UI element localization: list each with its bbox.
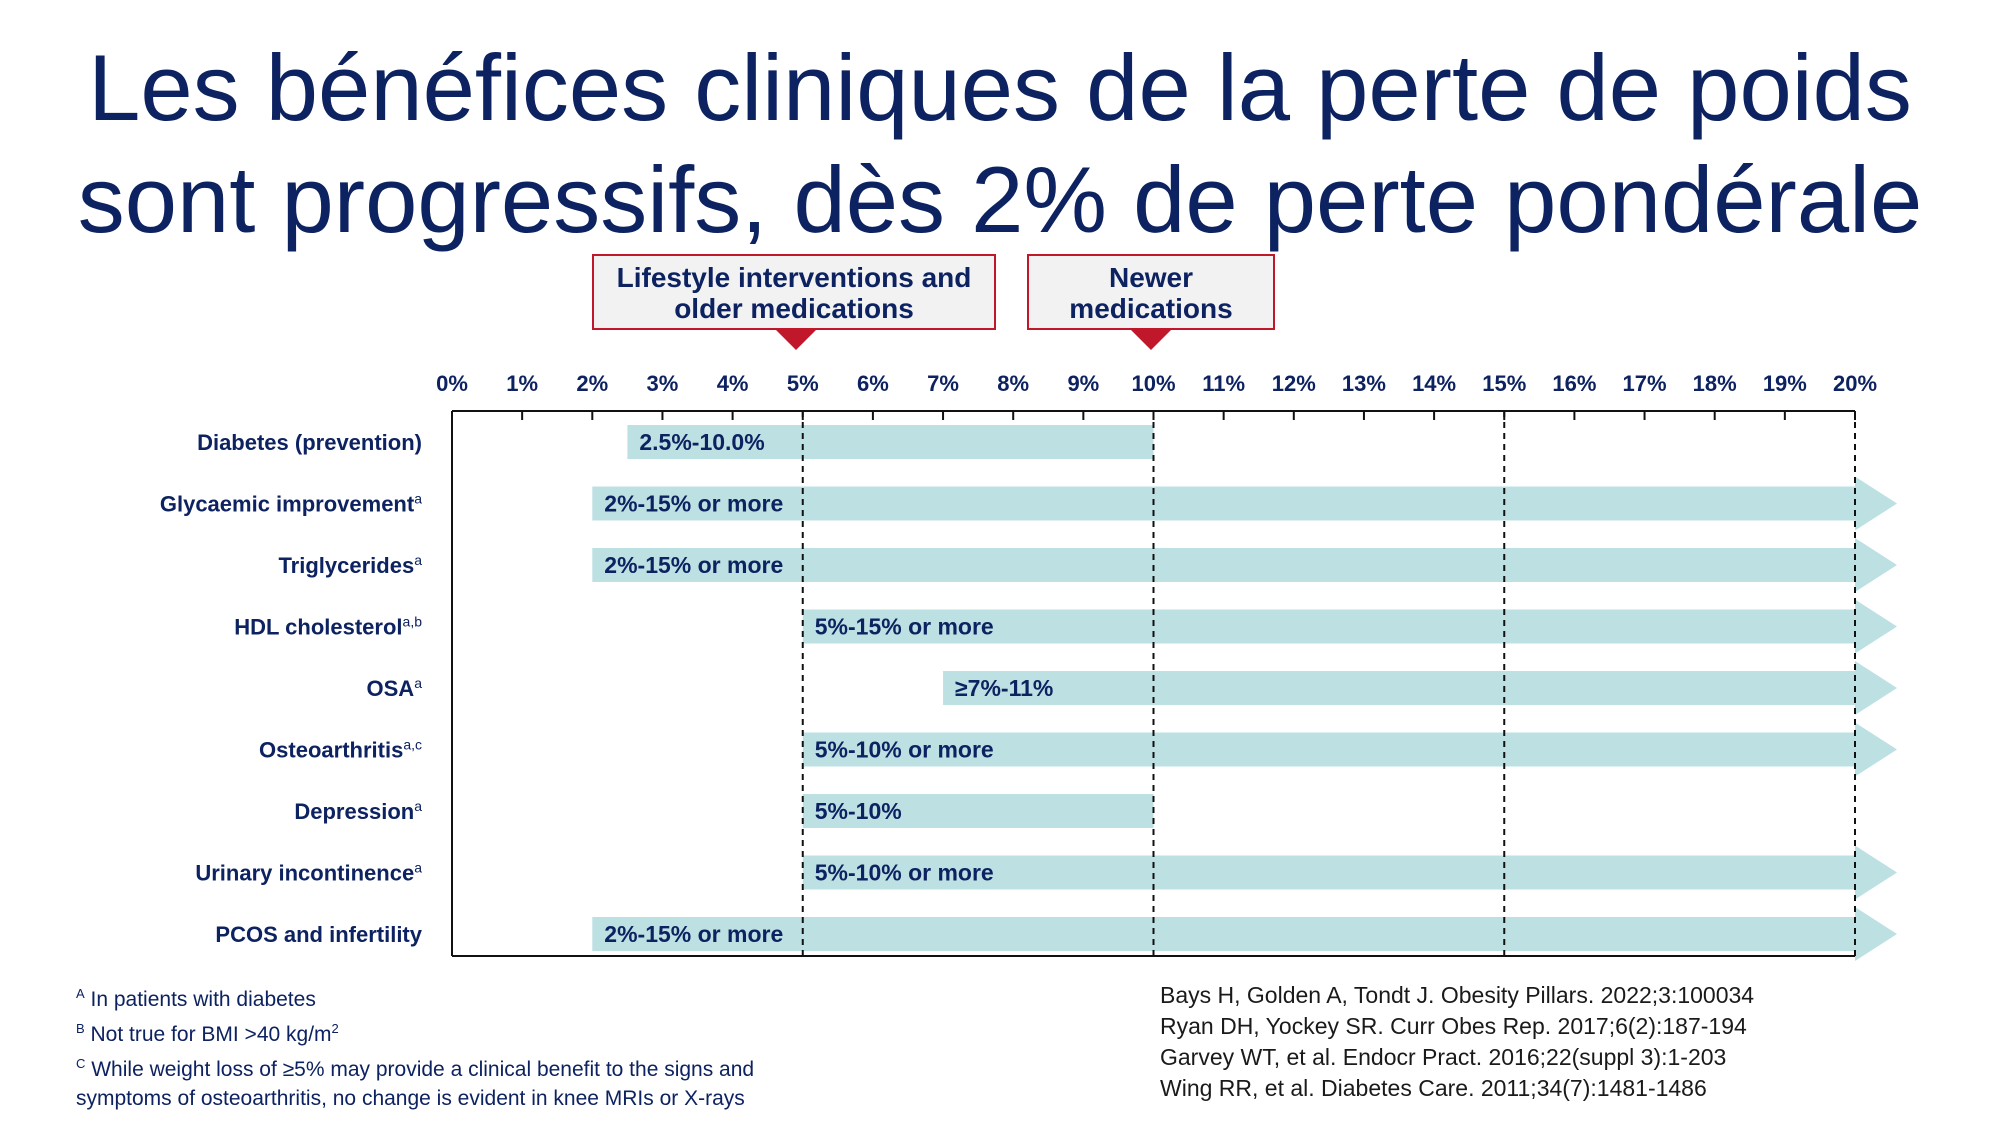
bar-value-label: 5%-10% or more: [815, 737, 994, 763]
range-bar-arrow: [802, 845, 1897, 900]
bar-value-label: 5%-10% or more: [815, 860, 994, 886]
reference-item: Ryan DH, Yockey SR. Curr Obes Rep. 2017;…: [1160, 1013, 1747, 1039]
x-tick-label: 17%: [1623, 371, 1667, 396]
x-tick-label: 12%: [1272, 371, 1316, 396]
category-label: Depressiona: [294, 798, 422, 824]
range-bar-arrow: [592, 476, 1897, 531]
x-tick-label: 7%: [927, 371, 959, 396]
range-bar-arrow: [802, 722, 1897, 777]
x-tick-label: 4%: [717, 371, 749, 396]
category-label: Osteoarthritisa,c: [259, 737, 422, 763]
x-tick-label: 13%: [1342, 371, 1386, 396]
x-tick-label: 15%: [1482, 371, 1526, 396]
slide-title: Les bénéfices cliniques de la perte de p…: [0, 32, 2000, 256]
range-bar-arrow: [592, 538, 1897, 592]
bar-value-label: 2%-15% or more: [604, 491, 783, 517]
footnote-c-continued: symptoms of osteoarthritis, no change is…: [76, 1087, 745, 1110]
category-label: Triglyceridesa: [278, 552, 422, 578]
callout-lifestyle-line-1: Lifestyle interventions and: [616, 262, 972, 293]
x-tick-label: 16%: [1552, 371, 1596, 396]
reference-item: Garvey WT, et al. Endocr Pract. 2016;22(…: [1160, 1044, 1727, 1070]
range-bar: [627, 425, 1154, 459]
callout-newer-medications: Newer medications: [1027, 254, 1275, 350]
slide-title-line-2: sont progressifs, dès 2% de perte pondér…: [77, 147, 1923, 252]
bar-value-label: 2%-15% or more: [604, 552, 783, 578]
range-bar-arrow: [802, 599, 1897, 654]
x-tick-label: 14%: [1412, 371, 1456, 396]
x-tick-label: 0%: [436, 371, 468, 396]
callout-newer-line-2: medications: [1069, 293, 1233, 324]
x-tick-label: 10%: [1131, 371, 1175, 396]
callout-lifestyle-pointer: [774, 328, 818, 350]
footnote-b: B Not true for BMI >40 kg/m2: [76, 1021, 339, 1046]
x-tick-label: 2%: [576, 371, 608, 396]
bar-value-label: 5%-10%: [815, 798, 902, 824]
x-tick-label: 6%: [857, 371, 889, 396]
bar-value-label: 2%-15% or more: [604, 921, 783, 947]
category-label: PCOS and infertility: [215, 922, 422, 947]
footnote-c: C While weight loss of ≥5% may provide a…: [76, 1056, 755, 1081]
category-label: OSAa: [367, 675, 423, 701]
category-label: Urinary incontinencea: [195, 860, 422, 886]
slide-title-line-1: Les bénéfices cliniques de la perte de p…: [88, 35, 1912, 140]
callout-newer-pointer: [1129, 328, 1173, 350]
category-label: Glycaemic improvementa: [160, 491, 422, 517]
x-tick-label: 8%: [997, 371, 1029, 396]
footnotes: A In patients with diabetes B Not true f…: [76, 979, 754, 1113]
bar-value-label: ≥7%-11%: [955, 675, 1053, 701]
callout-lifestyle-line-2: older medications: [674, 293, 914, 324]
x-tick-label: 3%: [647, 371, 679, 396]
x-tick-label: 19%: [1763, 371, 1807, 396]
bar-value-label: 2.5%-10.0%: [639, 429, 764, 455]
category-label: Diabetes (prevention): [197, 430, 422, 455]
footnote-a: A In patients with diabetes: [76, 986, 316, 1011]
x-tick-label: 9%: [1067, 371, 1099, 396]
reference-item: Wing RR, et al. Diabetes Care. 2011;34(7…: [1160, 1075, 1707, 1101]
x-tick-label: 20%: [1833, 371, 1877, 396]
weight-loss-benefits-chart: 0% 1% 2% 3% 4% 5% 6% 7% 8% 9% 10% 11% 12% 13% 14% 15% 16…: [160, 371, 1897, 961]
range-bar-arrow: [943, 661, 1897, 715]
reference-item: Bays H, Golden A, Tondt J. Obesity Pilla…: [1160, 982, 1755, 1008]
callout-newer-line-1: Newer: [1108, 262, 1194, 293]
references: Bays H, Golden A, Tondt J. Obesity Pilla…: [1160, 980, 1754, 1104]
x-tick-label: 11%: [1202, 371, 1245, 396]
x-tick-label: 18%: [1693, 371, 1737, 396]
range-bar-arrow: [592, 907, 1897, 961]
x-tick-label: 1%: [506, 371, 538, 396]
x-tick-label: 5%: [787, 371, 819, 396]
range-bar: [802, 794, 1154, 828]
callout-lifestyle-interventions: Lifestyle interventions and older medica…: [592, 254, 996, 350]
bar-value-label: 5%-15% or more: [815, 614, 994, 640]
category-label: HDL cholesterola,b: [234, 614, 422, 640]
